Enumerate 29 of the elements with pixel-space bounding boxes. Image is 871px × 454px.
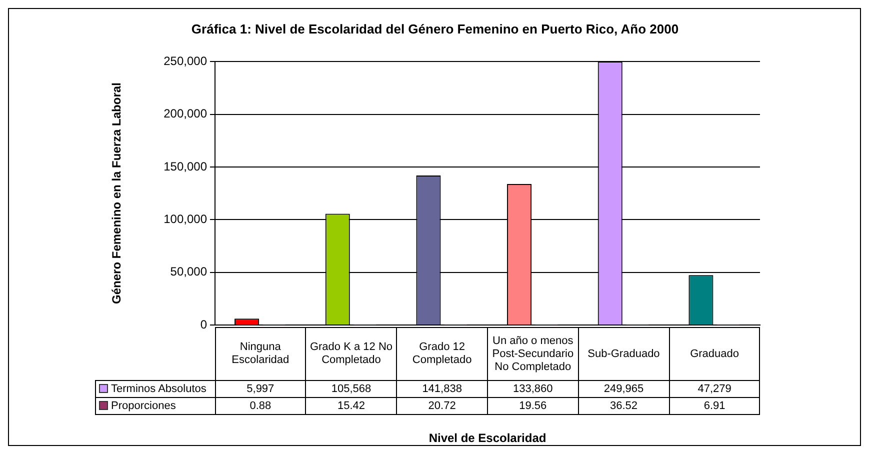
x-tick-label: Un año o menos Post-Secundario No Completado <box>487 328 578 380</box>
data-label: 5,997 <box>215 380 306 398</box>
x-tick-label: Grado 12 Completado <box>396 328 488 380</box>
data-label: 141,838 <box>396 380 488 398</box>
data-label: 47,279 <box>669 380 760 398</box>
y-tick-label: 100,000 <box>164 212 208 226</box>
y-tick-label: 250,000 <box>164 54 208 68</box>
x-tick-label: Grado K a 12 No Completado <box>306 328 397 380</box>
x-tick-label: Sub-Graduado <box>578 328 670 380</box>
data-label: 36.52 <box>578 398 670 414</box>
data-label: 133,860 <box>487 380 578 398</box>
x-tick-label: Graduado <box>669 328 760 380</box>
legend-label: Proporciones <box>96 398 215 414</box>
data-label: 105,568 <box>306 380 397 398</box>
data-label: 6.91 <box>669 398 760 414</box>
data-label: 0.88 <box>215 398 306 414</box>
data-label: 15.42 <box>306 398 397 414</box>
y-tick-label: 50,000 <box>170 264 208 279</box>
y-tick-label: 150,000 <box>164 159 208 174</box>
legend-label: Terminos Absolutos <box>96 380 215 398</box>
data-label: 249,965 <box>578 380 670 398</box>
chart-title: Gráfica 1: Nivel de Escolaridad del Género Femenino en Puerto Rico, Año 2000 <box>191 21 679 36</box>
y-tick-label: 200,000 <box>164 106 208 121</box>
x-axis-title: Nivel de Escolaridad <box>428 431 546 446</box>
y-tick-label: 0 <box>200 317 208 332</box>
y-axis-title: Género Femenino en la Fuerza Laboral <box>110 82 124 304</box>
data-label: 20.72 <box>396 398 488 414</box>
data-label: 19.56 <box>487 398 578 414</box>
x-tick-label: Ninguna Escolaridad <box>215 328 306 380</box>
